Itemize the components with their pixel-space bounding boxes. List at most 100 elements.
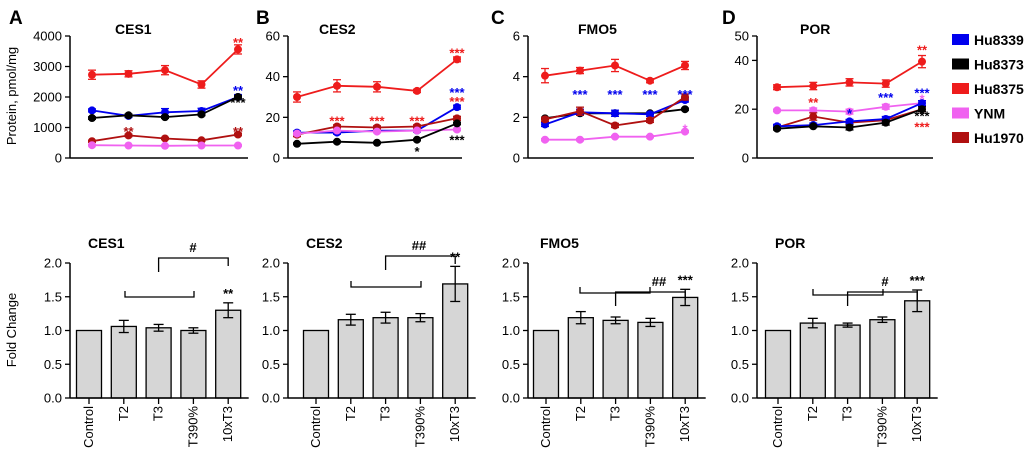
- legend-label: Hu1970: [974, 130, 1024, 146]
- significance-marker: ***: [677, 87, 693, 102]
- legend: Hu8339 Hu8373 Hu8375 YNM Hu1970: [952, 32, 1024, 146]
- significance-marker: **: [917, 43, 928, 58]
- data-point: [576, 107, 584, 116]
- legend-label: YNM: [974, 106, 1005, 122]
- data-point: [773, 83, 781, 92]
- bar: [337, 319, 364, 399]
- y-tick-label: 1.5: [262, 289, 280, 304]
- hash-marker: ##: [412, 238, 427, 253]
- significance-marker: ***: [449, 45, 465, 60]
- legend-item-hu1970: Hu1970: [952, 130, 1024, 146]
- data-point: [161, 134, 169, 143]
- data-point: [124, 131, 133, 140]
- bar: [407, 317, 434, 399]
- x-tick-label: T3: [608, 406, 623, 421]
- y-tick-label: 60: [266, 29, 280, 44]
- series-hu8375: [88, 44, 242, 89]
- chart-title: CES1: [88, 235, 125, 251]
- bar: [869, 319, 896, 399]
- significance-marker: ***: [329, 113, 345, 128]
- legend-swatch: [952, 34, 969, 45]
- chart-title: CES2: [306, 235, 343, 251]
- x-tick-label: 10xT3: [909, 406, 924, 442]
- series-ynm: [88, 141, 242, 150]
- y-tick-label: 0.0: [731, 391, 749, 406]
- significance-marker: ***: [914, 85, 930, 100]
- data-point: [881, 118, 890, 127]
- bar: [799, 322, 826, 399]
- data-point: [881, 79, 890, 88]
- data-point: [373, 82, 381, 91]
- series-ynm: [293, 125, 461, 138]
- comparison-bracket: [157, 257, 229, 272]
- significance-marker: ***: [572, 87, 588, 102]
- bar: [532, 329, 560, 399]
- bar: [672, 296, 699, 399]
- data-point: [197, 80, 206, 89]
- y-tick-label: 20: [735, 102, 749, 117]
- x-tick-label: 10xT3: [220, 406, 235, 442]
- series-hu8375: [541, 58, 689, 85]
- data-point: [453, 103, 461, 112]
- data-point: [234, 130, 242, 139]
- x-tick-label: T390%: [185, 406, 200, 448]
- x-tick-label: Control: [81, 406, 96, 448]
- star-marker: **: [223, 286, 234, 301]
- y-tick-label: 1.5: [502, 289, 520, 304]
- x-tick-label: T3: [151, 406, 166, 421]
- data-point: [293, 93, 301, 101]
- legend-swatch: [952, 107, 969, 119]
- y-tick-label: 0: [273, 151, 280, 166]
- data-point: [918, 99, 926, 108]
- bottom-y-axis-label: Fold Change: [4, 293, 19, 367]
- series-hu8373: [88, 93, 242, 123]
- bar: [145, 327, 172, 399]
- data-point: [453, 125, 461, 134]
- y-tick-label: 1.0: [502, 323, 520, 338]
- data-point: [293, 139, 301, 148]
- data-point: [234, 45, 242, 54]
- y-tick-label: 2.0: [731, 256, 749, 271]
- significance-marker: **: [808, 95, 819, 110]
- y-tick-label: 20: [266, 110, 280, 125]
- bar: [110, 325, 137, 399]
- series-hu1970: [541, 93, 689, 130]
- y-tick-label: 0.0: [262, 391, 280, 406]
- significance-marker: ***: [449, 133, 465, 148]
- y-tick-label: 1.0: [731, 323, 749, 338]
- data-point: [234, 93, 242, 101]
- x-tick-label: T2: [805, 406, 820, 421]
- significance-marker: **: [233, 83, 244, 98]
- significance-marker: ***: [878, 90, 894, 105]
- significance-marker: *: [847, 106, 853, 121]
- y-tick-label: 2.0: [502, 256, 520, 271]
- y-tick-label: 0.0: [502, 391, 520, 406]
- y-tick-label: 40: [266, 69, 280, 84]
- data-point: [845, 78, 854, 87]
- data-point: [646, 116, 654, 125]
- y-tick-label: 0: [742, 151, 749, 166]
- data-point: [681, 93, 689, 101]
- data-point: [541, 115, 549, 124]
- significance-marker: **: [123, 124, 134, 139]
- y-tick-label: 1.5: [44, 289, 62, 304]
- comparison-bracket: [124, 291, 195, 298]
- data-point: [809, 122, 818, 131]
- data-point: [881, 102, 890, 111]
- data-point: [918, 57, 926, 66]
- y-tick-label: 3000: [33, 59, 62, 74]
- y-tick-label: 6: [513, 29, 520, 44]
- y-tick-label: 0.0: [44, 391, 62, 406]
- bar: [764, 329, 792, 399]
- bar-chart-ces1: CES1 0.0 0.5 1.0 1.5 2.0 Control T2 T3 T390% 10xT3…: [44, 235, 249, 448]
- y-tick-label: 50: [735, 29, 749, 44]
- x-tick-label: 10xT3: [677, 406, 692, 442]
- data-point: [453, 119, 461, 128]
- x-tick-label: T3: [840, 406, 855, 421]
- hash-marker: #: [881, 274, 889, 289]
- panel-letter: D: [722, 8, 736, 29]
- data-point: [161, 66, 169, 75]
- data-point: [611, 132, 619, 141]
